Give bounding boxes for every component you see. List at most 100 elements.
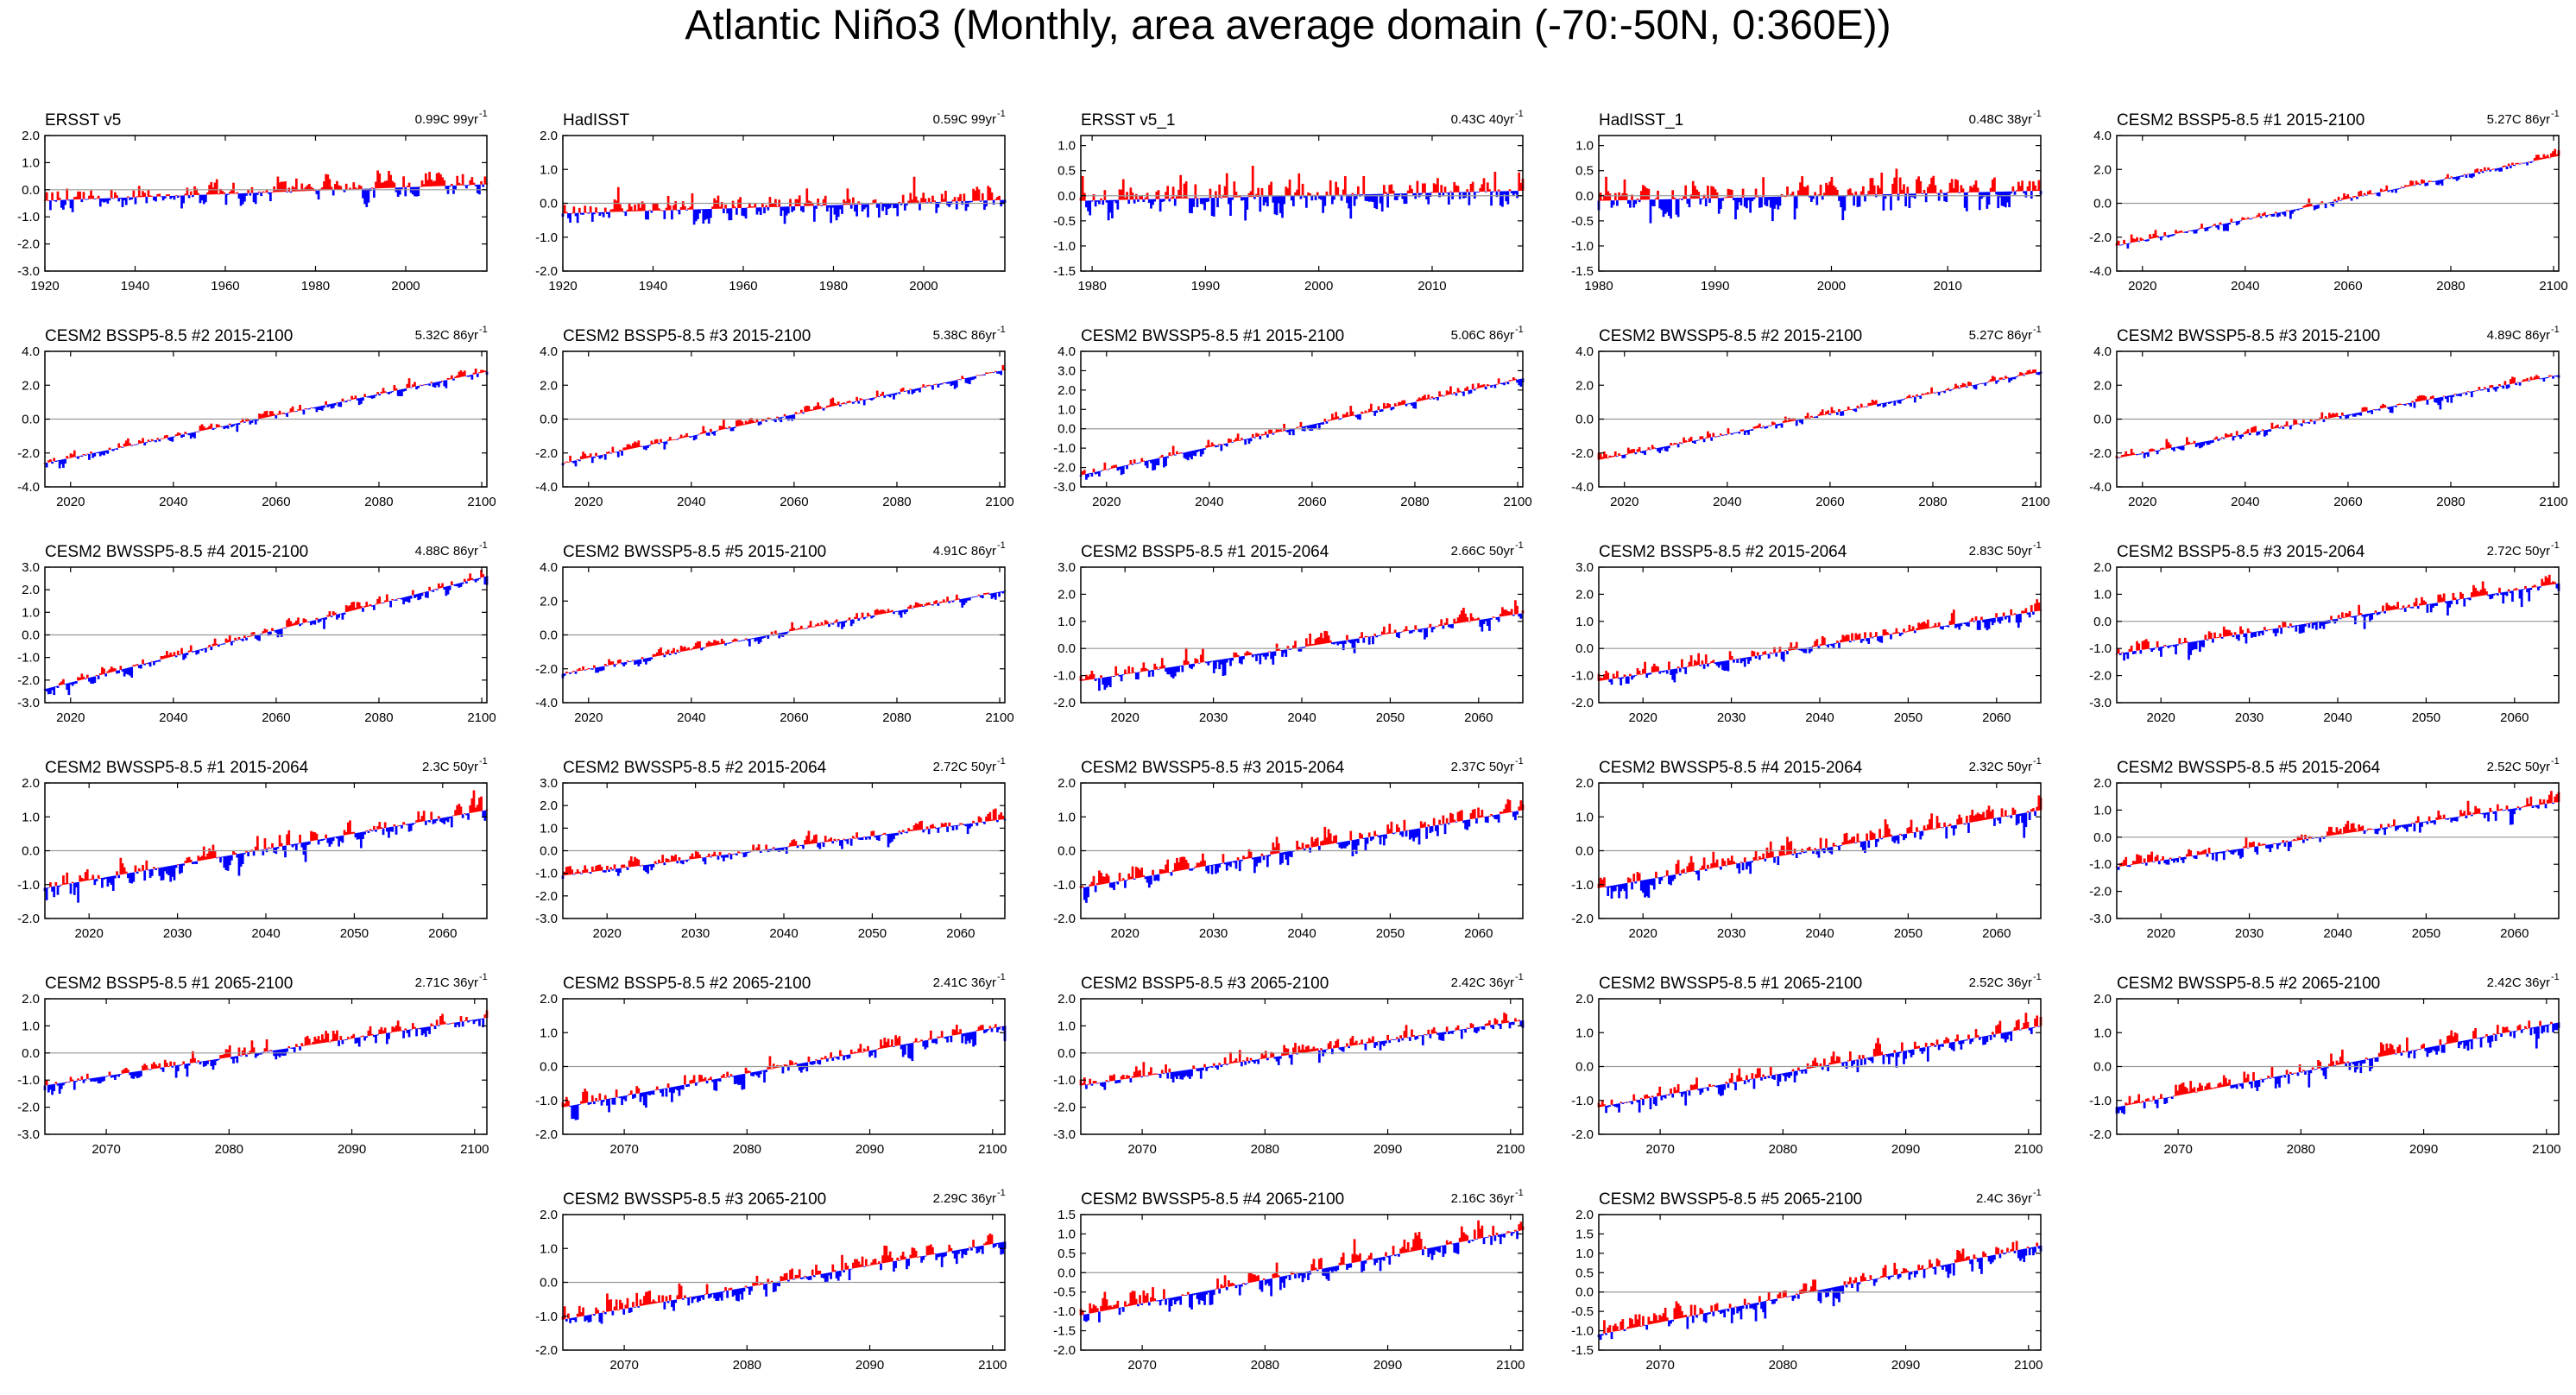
data-bar (1429, 193, 1432, 198)
data-bar (263, 628, 267, 634)
data-bar (1479, 815, 1482, 818)
data-bar (833, 402, 837, 407)
xtick-label: 2050 (1376, 926, 1405, 941)
data-bar (212, 844, 215, 859)
data-bar (1173, 454, 1177, 456)
data-bar (1412, 402, 1415, 409)
data-bar (1715, 662, 1719, 666)
data-bar (955, 594, 958, 600)
data-bar (1304, 426, 1308, 427)
data-bar (1338, 842, 1342, 848)
data-bar (1917, 395, 1920, 397)
panel-stat: 5.38C 86yr (933, 328, 996, 343)
data-bar (893, 611, 895, 615)
data-bar (1651, 445, 1654, 450)
data-bar (687, 435, 691, 437)
data-bar (2459, 175, 2462, 177)
data-bar (1971, 617, 1974, 622)
data-bar (1236, 654, 1240, 657)
data-bar (1767, 197, 1771, 200)
data-bar (326, 174, 330, 191)
data-bar (925, 385, 929, 387)
data-bar (2173, 234, 2175, 236)
data-bar (110, 189, 113, 199)
data-bar (1416, 180, 1419, 193)
data-bar (687, 208, 691, 210)
data-bar (119, 198, 123, 199)
data-bar (1153, 199, 1157, 202)
data-bar (291, 844, 294, 848)
data-bar (365, 602, 369, 608)
data-bar (1652, 663, 1656, 672)
data-bar (1767, 653, 1771, 659)
data-bar (565, 211, 568, 214)
data-bar (1738, 658, 1741, 660)
data-bar (2437, 397, 2440, 406)
panel-stat: 5.27C 86yr (2487, 112, 2550, 127)
data-bar (2496, 386, 2499, 389)
data-bar (1238, 656, 1241, 664)
data-bar (770, 631, 773, 635)
data-bar (474, 807, 477, 812)
data-bar (773, 848, 777, 851)
data-bar (597, 864, 600, 872)
data-bar (1481, 619, 1484, 632)
chart-main-title: Atlantic Niño3 (Monthly, area average do… (685, 3, 1891, 48)
data-bar (2337, 615, 2340, 619)
data-bar (1118, 189, 1121, 200)
data-bar (856, 396, 858, 401)
data-bar (569, 455, 571, 462)
data-bar (2186, 641, 2188, 643)
data-bar (286, 413, 289, 417)
data-bar (2252, 426, 2255, 432)
data-bar (1190, 198, 1193, 214)
data-bar (1424, 183, 1426, 193)
data-bar (1455, 393, 1458, 396)
data-bar (1634, 452, 1638, 455)
data-bar (1223, 862, 1227, 865)
data-bar (2189, 443, 2193, 445)
data-bar (2276, 424, 2279, 428)
data-bar (741, 852, 744, 854)
data-bar (1475, 618, 1478, 621)
data-bar (219, 644, 222, 646)
data-bar (1425, 628, 1428, 638)
data-bar (844, 621, 848, 623)
data-bar (1225, 173, 1228, 198)
data-bar (1984, 619, 1987, 628)
data-bar (1380, 409, 1384, 412)
data-bar (2400, 404, 2403, 405)
data-bar (369, 395, 372, 398)
data-bar (325, 401, 327, 406)
data-bar (2251, 632, 2253, 638)
data-bar (648, 864, 652, 867)
data-bar (1430, 396, 1434, 399)
data-bar (1665, 670, 1669, 674)
data-bar (395, 388, 398, 391)
data-bar (894, 203, 897, 208)
data-bar (1803, 647, 1806, 653)
data-bar (1000, 591, 1003, 593)
data-bar (1107, 199, 1110, 221)
data-bar (587, 667, 590, 670)
data-bar (53, 458, 56, 462)
data-bar (1155, 874, 1159, 881)
data-bar (1986, 382, 1989, 383)
data-bar (890, 609, 893, 613)
data-bar (742, 424, 746, 426)
data-bar (1932, 392, 1935, 394)
data-bar (1196, 659, 1199, 664)
data-bar (2518, 590, 2522, 599)
data-bar (1784, 196, 1787, 198)
data-bar (2452, 592, 2455, 601)
data-bar (2382, 605, 2384, 612)
data-bar (1746, 430, 1748, 432)
data-bar (54, 460, 58, 463)
data-bar (702, 857, 705, 862)
data-bar (2509, 165, 2512, 168)
data-bar (2274, 426, 2277, 429)
data-bar (1388, 403, 1392, 408)
data-bar (1403, 400, 1406, 405)
data-bar (1644, 661, 1646, 674)
data-bar (2180, 445, 2183, 451)
